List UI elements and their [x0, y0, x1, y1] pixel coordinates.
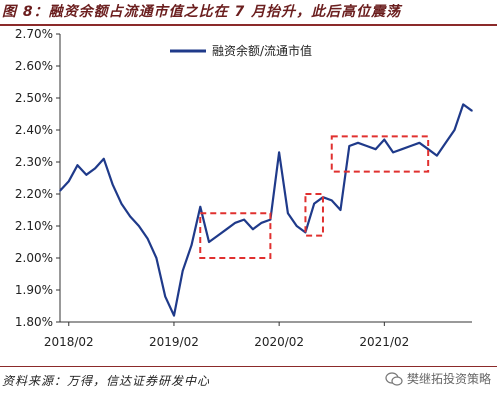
watermark-text: 樊继拓投资策略 — [406, 372, 491, 386]
data-point — [181, 270, 184, 272]
data-point — [418, 142, 421, 144]
data-point — [85, 174, 88, 176]
series-line — [59, 103, 473, 317]
data-point — [138, 225, 140, 227]
y-tick-label: 2.50% — [15, 91, 53, 105]
figure-title: 图 8：融资余额占流通市值之比在 7 月抬升，此后高位震荡 — [2, 4, 402, 20]
data-point — [217, 234, 219, 237]
data-point — [199, 206, 202, 208]
data-point — [146, 238, 149, 240]
data-point — [348, 145, 351, 147]
watermark: 樊继拓投资策略 — [385, 370, 491, 387]
data-point — [76, 164, 79, 166]
data-point — [295, 225, 298, 227]
annotation-boxes — [199, 135, 430, 259]
wechat-icon — [385, 371, 403, 386]
data-point — [59, 190, 61, 192]
data-point — [173, 314, 175, 317]
y-tick-label: 2.60% — [15, 59, 53, 73]
source-note: 资料来源：万得，信达证券研发中心 — [2, 374, 211, 388]
data-point — [409, 145, 412, 147]
data-point — [339, 209, 342, 211]
data-point — [269, 218, 272, 221]
data-point — [383, 138, 386, 141]
data-point — [287, 212, 289, 214]
data-point — [260, 222, 263, 224]
chart-axes — [56, 33, 472, 326]
x-tick-label: 2020/02 — [254, 335, 304, 349]
data-point — [313, 202, 316, 205]
x-tick-label: 2019/02 — [149, 335, 199, 349]
y-tick-label: 1.90% — [15, 283, 53, 297]
data-point — [164, 295, 166, 298]
data-point — [401, 148, 403, 150]
y-tick-label: 2.20% — [15, 187, 53, 201]
y-tick-labels: 1.80% 1.90% 2.00% 2.10% 2.20% 2.30% 2.40% 2.50%… — [15, 27, 53, 329]
y-tick-label: 2.00% — [15, 251, 53, 265]
data-point — [471, 110, 473, 112]
data-point — [374, 148, 377, 150]
data-point — [103, 158, 105, 160]
data-point — [190, 244, 193, 246]
data-point — [68, 180, 70, 182]
y-tick-label: 2.70% — [15, 27, 53, 41]
data-point — [366, 145, 368, 147]
data-point — [111, 183, 114, 186]
data-point — [243, 218, 245, 221]
data-point — [444, 142, 447, 144]
data-point — [278, 151, 280, 154]
x-tick-label: 2021/02 — [359, 335, 409, 349]
footer-rule — [0, 366, 497, 367]
data-point — [462, 103, 465, 106]
data-point — [252, 228, 254, 230]
x-tick-label: 2018/02 — [44, 335, 94, 349]
y-tick-label: 2.10% — [15, 219, 53, 233]
legend-label: 融资余额/流通市值 — [212, 43, 312, 58]
data-point — [208, 241, 210, 243]
data-point — [330, 199, 333, 202]
data-point — [427, 148, 430, 150]
data-point — [94, 167, 96, 170]
chart-legend: 融资余额/流通市值 — [170, 43, 312, 58]
title-rule — [0, 24, 497, 26]
data-point — [129, 215, 131, 218]
annotation-box — [199, 212, 272, 259]
data-point — [225, 228, 228, 230]
series-lines — [59, 103, 473, 317]
data-point — [234, 222, 237, 224]
line-chart: 1.80% 1.90% 2.00% 2.10% 2.20% 2.30% 2.40% 2.50%… — [15, 27, 473, 349]
data-point — [392, 151, 394, 154]
annotation-box — [330, 135, 430, 173]
y-tick-label: 1.80% — [15, 315, 53, 329]
y-tick-label: 2.40% — [15, 123, 53, 137]
data-point — [436, 154, 438, 157]
data-point — [453, 129, 456, 131]
y-tick-label: 2.30% — [15, 155, 53, 169]
data-point — [120, 202, 123, 205]
data-point — [357, 142, 359, 144]
data-point — [155, 257, 158, 259]
x-tick-labels: 2018/02 2019/02 2020/02 2021/02 — [44, 335, 409, 349]
